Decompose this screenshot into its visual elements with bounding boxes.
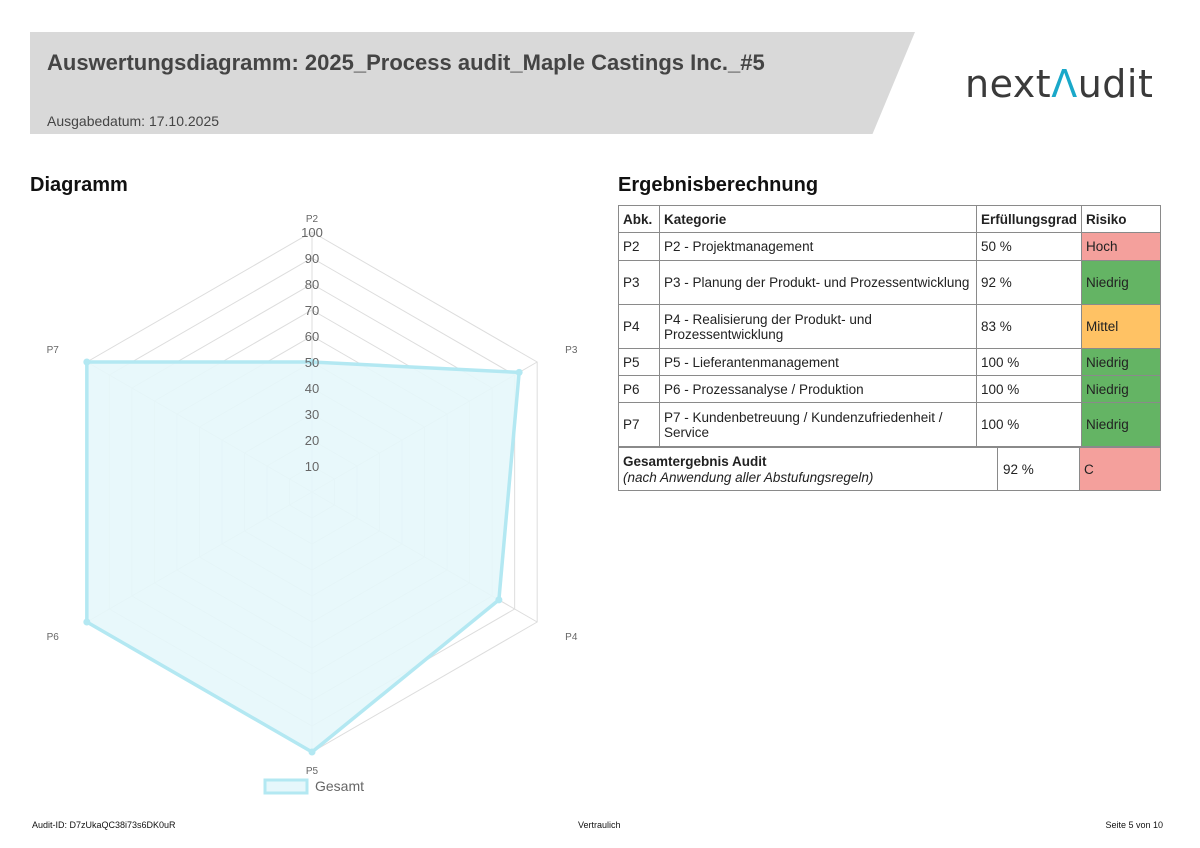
data-point	[308, 748, 316, 756]
header-abk: Abk.	[618, 205, 660, 233]
legend-label: Gesamt	[315, 778, 364, 794]
data-point	[308, 358, 316, 366]
data-point	[83, 618, 91, 626]
row-grad: 100 %	[975, 375, 1083, 403]
axis-label: P4	[565, 632, 578, 643]
axis-label: P5	[306, 766, 319, 777]
page-number: Seite 5 von 10	[1105, 820, 1163, 830]
tick-label: 10	[305, 459, 319, 474]
row-risiko: Niedrig	[1081, 402, 1161, 447]
row-abk: P2	[618, 232, 660, 261]
row-kategorie: P3 - Planung der Produkt- und Prozessent…	[659, 260, 977, 305]
row-abk: P6	[618, 375, 660, 403]
axis-label: P6	[47, 632, 60, 643]
axis-label: P3	[565, 345, 578, 356]
row-kategorie: P4 - Realisierung der Produkt- und Proze…	[659, 304, 977, 349]
header-grad: Erfüllungsgrad	[975, 205, 1083, 233]
table-row: P2 P2 - Projektmanagement 50 % Hoch	[618, 232, 1161, 261]
series-area	[85, 360, 521, 754]
tick-label: 70	[305, 303, 319, 318]
row-abk: P7	[618, 402, 660, 447]
row-grad: 83 %	[975, 304, 1083, 349]
issue-date: Ausgabedatum: 17.10.2025	[47, 113, 220, 129]
row-abk: P4	[618, 304, 660, 349]
table-row: P6 P6 - Prozessanalyse / Produktion 100 …	[618, 375, 1161, 403]
table-row: P5 P5 - Lieferantenmanagement 100 % Nied…	[618, 348, 1161, 376]
tick-label: 100	[301, 225, 323, 240]
tick-label: 50	[305, 355, 319, 370]
total-note: (nach Anwendung aller Abstufungsregeln)	[623, 470, 874, 485]
row-risiko: Hoch	[1081, 232, 1161, 261]
row-kategorie: P6 - Prozessanalyse / Produktion	[659, 375, 977, 403]
table-header-row: Abk. Kategorie Erfüllungsgrad Risiko	[618, 205, 1161, 233]
header-band	[30, 32, 915, 134]
row-kategorie: P7 - Kundenbetreuung / Kundenzufriedenhe…	[659, 402, 977, 447]
results-table: Abk. Kategorie Erfüllungsgrad Risiko P2 …	[618, 205, 1161, 447]
table-row: P3 P3 - Planung der Produkt- und Prozess…	[618, 260, 1161, 305]
table-row: P7 P7 - Kundenbetreuung / Kundenzufriede…	[618, 402, 1161, 447]
diagram-title: Diagramm	[30, 174, 128, 196]
row-risiko: Mittel	[1081, 304, 1161, 349]
total-risk: C	[1080, 448, 1160, 490]
axis-label: P2	[306, 214, 319, 225]
row-grad: 100 %	[975, 348, 1083, 376]
tick-label: 30	[305, 407, 319, 422]
audit-id: Audit-ID: D7zUkaQC38i73s6DK0uR	[32, 820, 176, 830]
row-risiko: Niedrig	[1081, 348, 1161, 376]
total-value: 92 %	[1003, 462, 1034, 477]
confidential-label: Vertraulich	[578, 820, 621, 830]
row-grad: 92 %	[975, 260, 1083, 305]
row-kategorie: P5 - Lieferantenmanagement	[659, 348, 977, 376]
total-label: Gesamtergebnis Audit	[623, 454, 767, 469]
row-grad: 100 %	[975, 402, 1083, 447]
data-point	[495, 596, 503, 604]
total-label-block: Gesamtergebnis Audit (nach Anwendung all…	[623, 454, 873, 486]
tick-label: 90	[305, 251, 319, 266]
tick-label: 20	[305, 433, 319, 448]
total-result-box: Gesamtergebnis Audit (nach Anwendung all…	[618, 447, 1161, 491]
data-point	[515, 368, 523, 376]
tick-label: 60	[305, 329, 319, 344]
row-abk: P5	[618, 348, 660, 376]
tick-label: 40	[305, 381, 319, 396]
row-grad: 50 %	[975, 232, 1083, 261]
row-risiko: Niedrig	[1081, 375, 1161, 403]
legend-swatch	[263, 778, 309, 795]
header-kategorie: Kategorie	[659, 205, 977, 233]
data-point	[83, 358, 91, 366]
axis-label: P7	[47, 345, 60, 356]
table-row: P4 P4 - Realisierung der Produkt- und Pr…	[618, 304, 1161, 349]
page-title: Auswertungsdiagramm: 2025_Process audit_…	[47, 50, 765, 75]
row-abk: P3	[618, 260, 660, 305]
nextaudit-logo: nextΛudit	[965, 62, 1154, 106]
tick-label: 80	[305, 277, 319, 292]
row-risiko: Niedrig	[1081, 260, 1161, 305]
row-kategorie: P2 - Projektmanagement	[659, 232, 977, 261]
divider	[997, 448, 998, 490]
divider	[1079, 448, 1080, 490]
header-risiko: Risiko	[1081, 205, 1161, 233]
results-title: Ergebnisberechnung	[618, 174, 819, 196]
